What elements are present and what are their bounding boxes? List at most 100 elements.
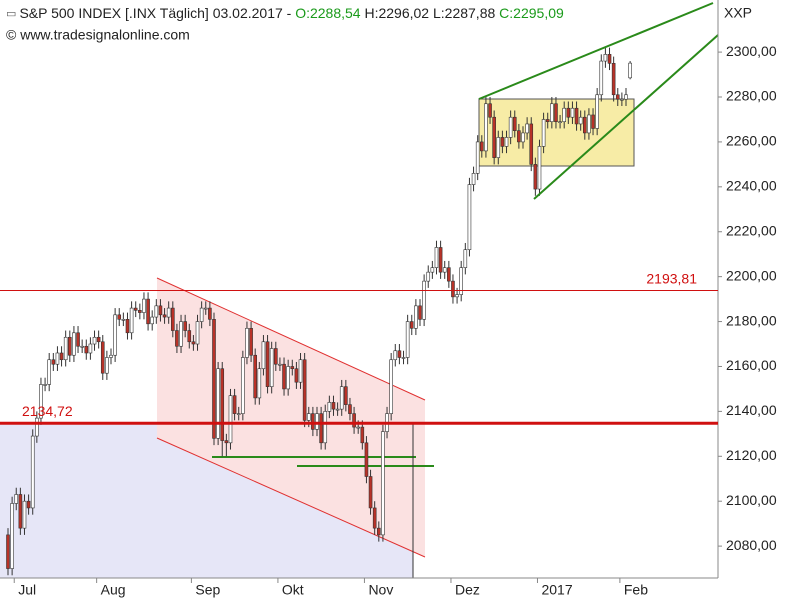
candle-body — [100, 341, 105, 374]
level-label: 2134,72 — [22, 403, 73, 419]
candle-body — [504, 137, 509, 147]
candle-body — [302, 359, 307, 421]
candle-body — [26, 500, 31, 509]
candle-body — [138, 310, 142, 313]
candle-body — [615, 94, 620, 100]
y-tick-label: 2300,00 — [726, 43, 777, 59]
candle-body — [434, 247, 439, 268]
candle-body — [368, 476, 373, 509]
candle-body — [236, 413, 241, 415]
y-tick-label: 2100,00 — [726, 492, 777, 508]
candle-body — [611, 63, 616, 96]
symbol: XXP — [724, 5, 752, 21]
candle-body — [154, 305, 159, 318]
candle-body — [422, 280, 426, 320]
candle-body — [249, 327, 253, 356]
x-tick-label: Aug — [101, 582, 126, 598]
candle-body — [55, 352, 60, 365]
x-tick-label: Jul — [18, 582, 36, 598]
candle-body — [84, 345, 89, 354]
candle-body — [426, 271, 431, 282]
source: © www.tradesignalonline.com — [6, 27, 190, 43]
y-tick-label: 2140,00 — [726, 402, 777, 418]
candle-body — [405, 321, 410, 358]
candle-body — [22, 500, 27, 529]
candle-body — [521, 132, 525, 143]
candle-body — [348, 404, 352, 414]
candle-body — [265, 341, 270, 387]
candle-body — [212, 319, 216, 439]
candle-body — [492, 116, 496, 158]
x-tick-label: Feb — [624, 582, 648, 598]
candle-body — [620, 98, 624, 101]
candle-body — [550, 103, 554, 123]
candle-body — [113, 314, 117, 356]
candle-body — [364, 442, 369, 477]
candle-body — [150, 316, 154, 325]
y-tick-label: 2200,00 — [726, 267, 777, 283]
candle-body — [162, 314, 167, 318]
candle-body — [335, 408, 340, 411]
candle-body — [607, 54, 612, 64]
candle-body — [63, 336, 68, 361]
candle-body — [352, 413, 356, 428]
candle-body — [339, 386, 344, 410]
candle-body — [51, 359, 56, 365]
candle-body — [286, 366, 290, 390]
candle-body — [224, 440, 229, 444]
candle-body — [158, 305, 163, 316]
candle-body — [68, 336, 72, 356]
candle-body — [171, 307, 175, 331]
candle-body — [35, 417, 39, 437]
candle-body — [599, 60, 604, 96]
candle-body — [471, 173, 476, 185]
candle-body — [203, 307, 208, 310]
candle-body — [372, 507, 377, 529]
candle-body — [220, 368, 225, 441]
candle-body — [311, 413, 315, 430]
candle-body — [290, 366, 295, 370]
chart-title: ▭ S&P 500 INDEX [.INX Täglich] 03.02.201… — [6, 5, 564, 21]
candle-body — [525, 123, 529, 134]
open-label: O:2288,54 — [295, 5, 361, 21]
candle-body — [47, 359, 52, 385]
candle-body — [566, 107, 571, 118]
candle-body — [208, 307, 212, 320]
candle-body — [570, 107, 575, 118]
candle-body — [142, 298, 146, 313]
candle-body — [39, 384, 43, 419]
candle-body — [72, 332, 76, 356]
y-tick-label: 2080,00 — [726, 537, 777, 553]
candle-body — [43, 384, 47, 386]
x-tick-label: Okt — [282, 582, 304, 598]
candle-body — [76, 332, 80, 347]
candle-body — [500, 137, 505, 147]
candles — [6, 47, 632, 576]
candle-body — [455, 294, 459, 298]
candle-body — [228, 395, 233, 444]
candle-body — [447, 267, 451, 282]
trend-line — [533, 34, 719, 200]
candle-body — [105, 357, 109, 374]
candle-body — [484, 103, 488, 152]
candle-body — [418, 305, 422, 320]
y-tick-label: 2160,00 — [726, 357, 777, 373]
candle-body — [80, 345, 84, 348]
candle-body — [529, 123, 534, 165]
candle-body — [216, 368, 220, 439]
x-tick-label: Sep — [195, 582, 220, 598]
candle-body — [6, 534, 10, 569]
y-tick-label: 2120,00 — [726, 447, 777, 463]
candle-body — [393, 350, 398, 361]
level-label: 2193,81 — [646, 270, 697, 286]
high-label: H:2296,02 — [364, 5, 429, 21]
y-tick-label: 2240,00 — [726, 178, 777, 194]
candle-body — [315, 413, 319, 430]
candle-body — [582, 116, 587, 134]
candle-body — [245, 327, 249, 358]
candle-body — [269, 348, 274, 387]
channel-fill — [157, 278, 425, 557]
candle-body — [401, 357, 406, 359]
candle-body — [109, 354, 113, 358]
